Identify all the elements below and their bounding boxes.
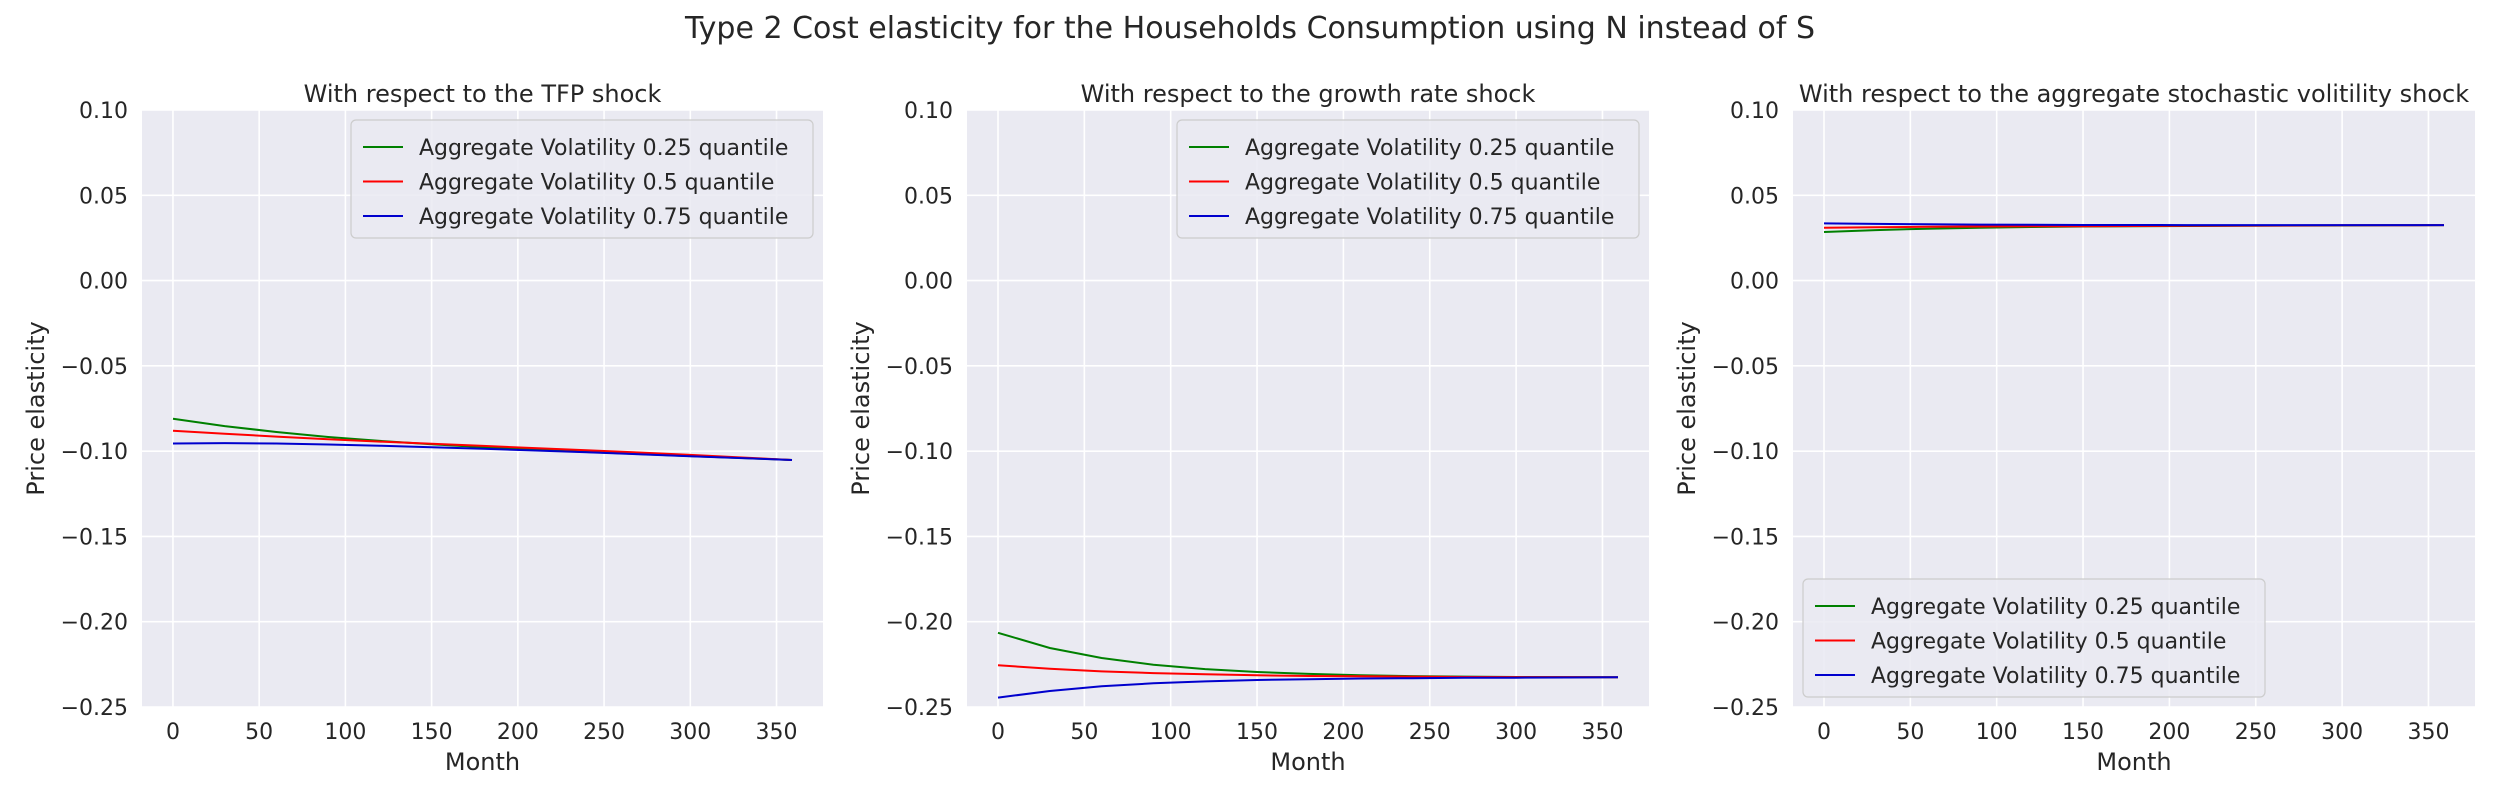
subplot-title: With respect to the growth rate shock (1081, 80, 1536, 108)
legend-box (1802, 578, 2266, 698)
y-tick-label: 0.05 (904, 184, 953, 209)
y-tick-label: −0.25 (886, 696, 953, 721)
x-tick-label: 200 (2148, 720, 2190, 745)
legend-label: Aggregate Volatility 0.5 quantile (1245, 171, 1600, 196)
y-tick-label: −0.25 (1712, 696, 1779, 721)
x-tick-label: 0 (1817, 720, 1831, 745)
y-tick-label: −0.25 (61, 696, 128, 721)
subplot-1: 0 50 100 150 200 250 300 350 −0.25 −0.20 −0.15 −0.1… (22, 80, 823, 776)
y-tick-label: 0.00 (904, 270, 953, 295)
x-axis-label: Month (1270, 748, 1345, 776)
x-tick-label: 200 (1322, 720, 1364, 745)
legend-label: Aggregate Volatility 0.75 quantile (419, 205, 788, 230)
subplot-2: 0 50 100 150 200 250 300 350 −0.25 −0.20 −0.15 −0.1… (847, 80, 1649, 776)
x-tick-label: 300 (2321, 720, 2363, 745)
y-tick-label: −0.20 (61, 611, 128, 636)
figure-title: Type 2 Cost elasticity for the Household… (684, 11, 1815, 46)
x-tick-label: 250 (2235, 720, 2277, 745)
x-tick-label: 100 (324, 720, 366, 745)
x-tick-label: 150 (2062, 720, 2104, 745)
y-tick-label: 0.05 (1730, 184, 1779, 209)
x-tick-label: 250 (583, 720, 625, 745)
x-tick-label: 100 (1150, 720, 1192, 745)
y-tick-label: −0.10 (886, 440, 953, 465)
subplots: 0 50 100 150 200 250 300 350 −0.25 −0.20 −0.15 −0.1… (22, 80, 2475, 776)
y-tick-label: −0.05 (61, 355, 128, 380)
y-tick-label: 0.05 (79, 184, 128, 209)
x-tick-label: 300 (669, 720, 711, 745)
subplot-title: With respect to the aggregate stochastic… (1799, 80, 2469, 108)
x-tick-label: 50 (1070, 720, 1098, 745)
x-tick-label: 100 (1976, 720, 2018, 745)
legend-label: Aggregate Volatility 0.5 quantile (1871, 630, 2226, 655)
series-line-3 (1823, 222, 2444, 227)
y-tick-label: −0.20 (886, 611, 953, 636)
legend-label: Aggregate Volatility 0.25 quantile (1871, 595, 2240, 620)
y-tick-label: −0.05 (1712, 355, 1779, 380)
x-tick-label: 50 (1896, 720, 1924, 745)
legend-label: Aggregate Volatility 0.25 quantile (1245, 136, 1614, 161)
legend: Aggregate Volatility 0.25 quantile Aggreg… (1176, 119, 1640, 239)
x-tick-label: 250 (1409, 720, 1451, 745)
x-axis-label: Month (2096, 748, 2171, 776)
x-tick-label: 150 (411, 720, 453, 745)
legend-box (1176, 119, 1640, 239)
legend-box (350, 119, 814, 239)
y-tick-label: −0.15 (886, 525, 953, 550)
legend-label: Aggregate Volatility 0.75 quantile (1245, 205, 1614, 230)
y-axis-label: Price elasticity (1673, 321, 1701, 495)
y-tick-label: 0.10 (1730, 99, 1779, 124)
subplot-title: With respect to the TFP shock (304, 80, 662, 108)
series-line-3 (172, 442, 793, 461)
y-tick-label: −0.15 (61, 525, 128, 550)
y-axis-label: Price elasticity (847, 321, 875, 495)
legend: Aggregate Volatility 0.25 quantile Aggreg… (350, 119, 814, 239)
y-axis-label: Price elasticity (22, 321, 50, 495)
y-tick-label: −0.05 (886, 355, 953, 380)
legend-label: Aggregate Volatility 0.25 quantile (419, 136, 788, 161)
y-tick-label: 0.10 (79, 99, 128, 124)
x-tick-label: 200 (497, 720, 539, 745)
y-tick-label: 0.00 (1730, 270, 1779, 295)
x-axis-label: Month (445, 748, 520, 776)
y-tick-label: 0.00 (79, 270, 128, 295)
y-tick-label: −0.10 (1712, 440, 1779, 465)
y-tick-label: 0.10 (904, 99, 953, 124)
y-tick-label: −0.15 (1712, 525, 1779, 550)
x-tick-label: 350 (756, 720, 798, 745)
x-tick-label: 50 (245, 720, 273, 745)
series-line-3 (997, 676, 1619, 699)
x-tick-label: 0 (166, 720, 180, 745)
subplot-3: 0 50 100 150 200 250 300 350 −0.25 −0.20 −0.15 −0.1… (1673, 80, 2475, 776)
series-line-2 (172, 429, 793, 461)
x-tick-label: 350 (1581, 720, 1623, 745)
x-tick-label: 0 (991, 720, 1005, 745)
x-tick-label: 350 (2407, 720, 2449, 745)
x-tick-label: 300 (1495, 720, 1537, 745)
legend: Aggregate Volatility 0.25 quantile Aggreg… (1802, 578, 2266, 698)
y-tick-label: −0.10 (61, 440, 128, 465)
legend-label: Aggregate Volatility 0.75 quantile (1871, 664, 2240, 689)
x-tick-label: 150 (1236, 720, 1278, 745)
legend-label: Aggregate Volatility 0.5 quantile (419, 171, 774, 196)
y-tick-label: −0.20 (1712, 611, 1779, 636)
